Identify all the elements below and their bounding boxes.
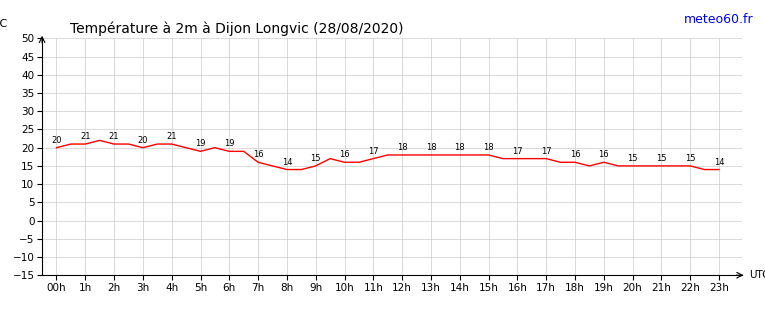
Text: 17: 17 (541, 147, 552, 156)
Text: 18: 18 (483, 143, 494, 152)
Text: 14: 14 (714, 158, 724, 167)
Text: 19: 19 (195, 140, 206, 148)
Text: 21: 21 (167, 132, 177, 141)
Text: 19: 19 (224, 140, 235, 148)
Text: °C: °C (0, 19, 7, 29)
Text: 16: 16 (598, 150, 609, 159)
Text: meteo60.fr: meteo60.fr (684, 13, 754, 26)
Text: Température à 2m à Dijon Longvic (28/08/2020): Température à 2m à Dijon Longvic (28/08/… (70, 21, 404, 36)
Text: 17: 17 (512, 147, 522, 156)
Text: 16: 16 (339, 150, 350, 159)
Text: UTC: UTC (749, 270, 765, 280)
Text: 18: 18 (397, 143, 408, 152)
Text: 15: 15 (656, 154, 666, 163)
Text: 18: 18 (425, 143, 436, 152)
Text: 16: 16 (252, 150, 263, 159)
Text: 20: 20 (138, 136, 148, 145)
Text: 20: 20 (51, 136, 62, 145)
Text: 16: 16 (570, 150, 581, 159)
Text: 17: 17 (368, 147, 379, 156)
Text: 21: 21 (109, 132, 119, 141)
Text: 15: 15 (311, 154, 321, 163)
Text: 15: 15 (627, 154, 638, 163)
Text: 21: 21 (80, 132, 90, 141)
Text: 15: 15 (685, 154, 695, 163)
Text: 18: 18 (454, 143, 465, 152)
Text: 14: 14 (282, 158, 292, 167)
